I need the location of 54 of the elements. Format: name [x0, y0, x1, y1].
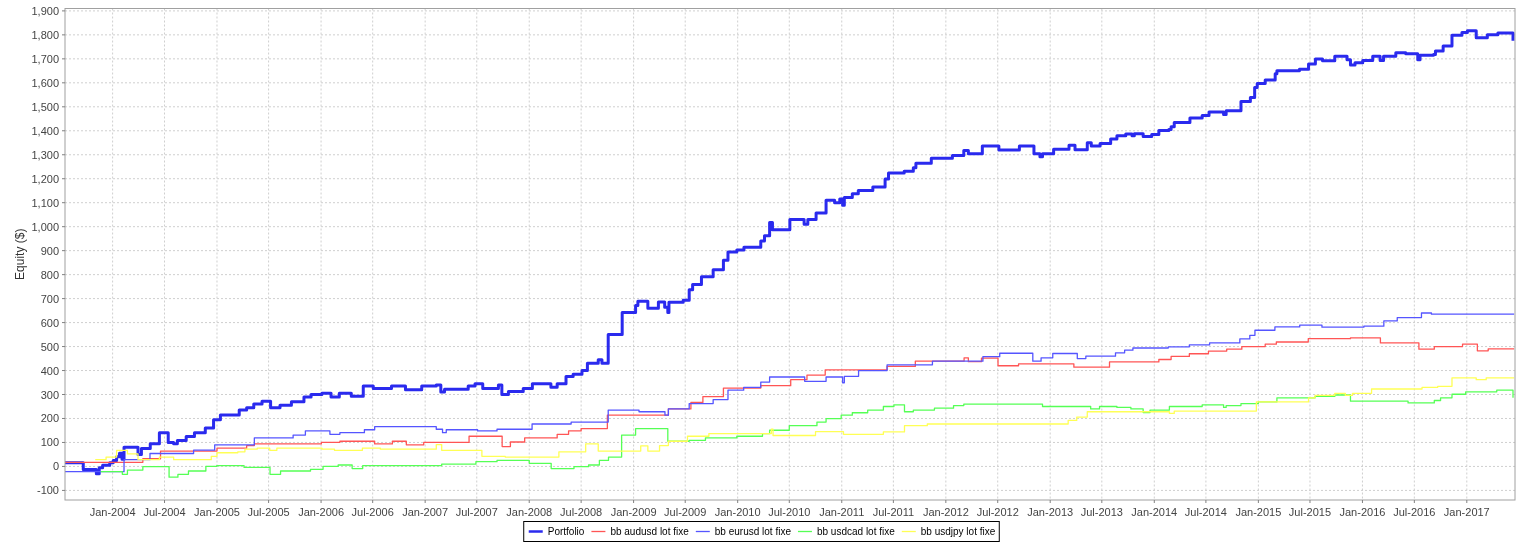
x-tick-label: Jul-2015: [1288, 506, 1332, 518]
y-tick-label: 1,900: [31, 4, 59, 17]
x-tick-label: Jul-2012: [976, 506, 1019, 518]
y-tick-label: 1,400: [31, 124, 59, 137]
x-tick-label: Jan-2007: [402, 506, 449, 518]
x-tick-label: Jan-2016: [1339, 506, 1386, 518]
x-tick-label: Jan-2014: [1131, 506, 1178, 518]
legend-label: Portfolio: [547, 526, 585, 537]
y-tick-label: 500: [40, 340, 59, 353]
y-tick-label: 300: [40, 388, 59, 401]
y-tick-label: 1,200: [31, 172, 59, 185]
x-tick-label: Jul-2013: [1080, 506, 1123, 518]
x-tick-label: Jan-2011: [819, 506, 865, 518]
y-tick-label: 800: [40, 268, 59, 281]
y-tick-label: 400: [40, 364, 59, 377]
y-tick-label: 1,500: [31, 100, 59, 113]
x-tick-label: Jan-2012: [922, 506, 969, 518]
y-tick-label: 200: [40, 412, 59, 425]
x-tick-label: Jul-2010: [768, 506, 811, 518]
y-tick-label: 700: [40, 292, 59, 305]
y-tick-label: 1,800: [31, 28, 59, 41]
x-tick-label: Jul-2009: [664, 506, 707, 518]
y-tick-label: 600: [40, 316, 59, 329]
x-tick-label: Jan-2005: [194, 506, 240, 518]
x-tick-label: Jan-2017: [1443, 506, 1490, 518]
y-axis-title: Equity ($): [13, 228, 27, 280]
x-tick-label: Jan-2009: [610, 506, 657, 518]
y-tick-label: 1,700: [31, 52, 59, 65]
x-tick-label: Jul-2004: [143, 506, 186, 518]
y-tick-label: 1,600: [31, 76, 59, 89]
legend-label: bb audusd lot fixe: [610, 526, 690, 537]
legend-label: bb usdjpy lot fixe: [920, 526, 996, 537]
x-tick-label: Jul-2005: [247, 506, 290, 518]
x-tick-label: Jul-2014: [1184, 506, 1227, 518]
x-tick-label: Jan-2013: [1027, 506, 1074, 518]
x-tick-label: Jul-2008: [560, 506, 603, 518]
y-tick-label: 100: [40, 436, 59, 449]
x-tick-label: Jul-2016: [1393, 506, 1436, 518]
x-tick-label: Jan-2006: [298, 506, 344, 518]
y-tick-label: 1,300: [31, 148, 59, 161]
x-tick-label: Jul-2011: [872, 506, 915, 518]
x-tick-label: Jul-2006: [351, 506, 394, 518]
legend-label: bb usdcad lot fixe: [816, 526, 896, 537]
y-tick-label: 0: [52, 460, 59, 473]
y-tick-label: 1,100: [31, 196, 59, 209]
legend-label: bb eurusd lot fixe: [714, 526, 792, 537]
x-tick-label: Jan-2004: [89, 506, 136, 518]
x-tick-label: Jan-2015: [1235, 506, 1282, 518]
x-tick-label: Jul-2007: [455, 506, 498, 518]
y-tick-label: 900: [40, 244, 59, 257]
x-tick-label: Jan-2010: [714, 506, 761, 518]
y-tick-label: -100: [36, 484, 59, 497]
y-tick-label: 1,000: [31, 220, 59, 233]
x-tick-label: Jan-2008: [506, 506, 553, 518]
